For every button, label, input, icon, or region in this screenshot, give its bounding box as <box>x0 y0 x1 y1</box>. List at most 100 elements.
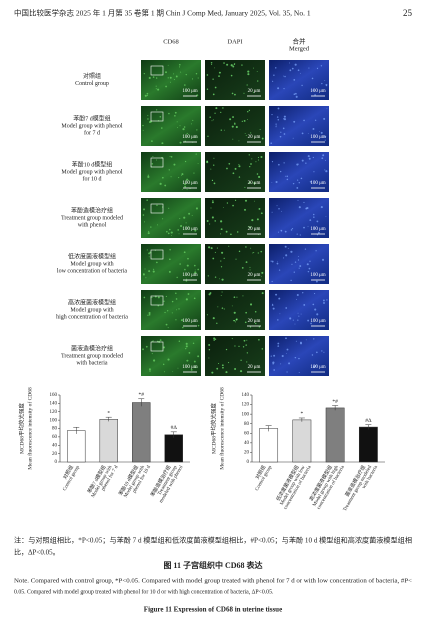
row-label: Model group with phenol <box>61 169 122 175</box>
speckle <box>152 340 154 342</box>
speckle <box>159 182 162 185</box>
speckle <box>276 262 279 265</box>
speckle <box>156 204 158 207</box>
micrograph <box>269 198 329 238</box>
speckle <box>309 219 312 222</box>
speckle <box>251 158 253 160</box>
row-label: Treatment group modeled <box>61 353 123 359</box>
speckle <box>283 75 284 77</box>
speckle <box>192 342 195 345</box>
speckle <box>171 235 172 236</box>
speckle <box>168 228 171 231</box>
speckle <box>179 125 181 127</box>
speckle <box>235 318 238 321</box>
significance: * <box>107 410 110 416</box>
speckle <box>142 348 144 351</box>
speckle <box>216 367 219 370</box>
speckle <box>252 252 254 254</box>
speckle <box>223 257 225 259</box>
speckle <box>279 313 281 315</box>
speckle <box>234 167 237 170</box>
speckle <box>180 224 183 228</box>
bar <box>67 430 86 463</box>
speckle <box>243 92 245 94</box>
speckle <box>148 313 151 316</box>
speckle <box>162 218 164 220</box>
speckle <box>290 229 293 231</box>
speckle <box>213 339 215 341</box>
speckle <box>238 250 241 253</box>
speckle <box>188 352 191 354</box>
speckle <box>257 228 259 230</box>
speckle <box>232 204 234 207</box>
speckle <box>177 229 180 231</box>
speckle <box>257 80 259 82</box>
speckle <box>256 71 258 72</box>
y-tick-label: 60 <box>244 431 250 436</box>
speckle <box>193 172 195 174</box>
speckle <box>156 109 158 111</box>
speckle <box>217 362 220 365</box>
speckle <box>254 310 257 313</box>
speckle <box>225 230 228 233</box>
speckle <box>197 324 200 327</box>
y-axis-label: MCD68平均荧光强度 <box>209 402 217 454</box>
speckle <box>303 303 306 306</box>
speckle <box>185 74 187 76</box>
speckle <box>313 338 315 340</box>
speckle <box>232 65 235 68</box>
column-header: 合并 <box>293 36 307 45</box>
speckle <box>247 73 250 76</box>
speckle <box>292 319 294 321</box>
speckle <box>280 230 283 232</box>
speckle <box>297 199 299 201</box>
speckle <box>151 163 154 165</box>
speckle <box>228 245 230 247</box>
speckle <box>217 306 219 308</box>
y-tick-label: 40 <box>52 443 58 448</box>
speckle <box>296 233 298 235</box>
y-tick-label: 160 <box>50 393 58 398</box>
speckle <box>231 92 234 95</box>
running-header: 中国比较医学杂志 2025 年 1 月第 35 卷第 1 期 Chin J Co… <box>14 8 311 18</box>
speckle <box>212 119 214 121</box>
speckle <box>194 229 197 232</box>
row-label: Treatment group modeled <box>61 215 123 221</box>
speckle <box>185 222 187 224</box>
speckle <box>209 116 211 118</box>
speckle <box>173 163 176 166</box>
speckle <box>309 180 312 183</box>
speckle <box>250 163 252 165</box>
speckle <box>248 226 250 228</box>
speckle <box>152 76 155 78</box>
speckle <box>241 64 243 66</box>
speckle <box>276 261 278 263</box>
speckle <box>186 132 188 135</box>
speckle <box>293 79 296 81</box>
speckle <box>242 295 244 297</box>
speckle <box>223 308 225 310</box>
speckle <box>241 120 243 122</box>
speckle <box>182 326 184 329</box>
scale-label: 100 μm <box>310 135 325 140</box>
speckle <box>166 310 169 312</box>
speckle <box>238 140 240 142</box>
speckle <box>234 199 237 202</box>
speckle <box>167 77 169 79</box>
speckle <box>313 292 316 295</box>
micrograph <box>269 152 329 192</box>
speckle <box>313 216 315 218</box>
speckle <box>177 367 179 369</box>
speckle <box>260 156 263 158</box>
speckle <box>297 179 299 181</box>
note-en: Note. Compared with control group, *P<0.… <box>14 577 412 584</box>
speckle <box>172 371 174 373</box>
y-tick-label: 20 <box>244 451 250 456</box>
speckle <box>294 356 297 359</box>
speckle <box>298 206 301 209</box>
micrograph <box>205 152 265 192</box>
speckle <box>212 93 215 96</box>
speckle <box>234 93 236 96</box>
speckle <box>196 129 198 131</box>
